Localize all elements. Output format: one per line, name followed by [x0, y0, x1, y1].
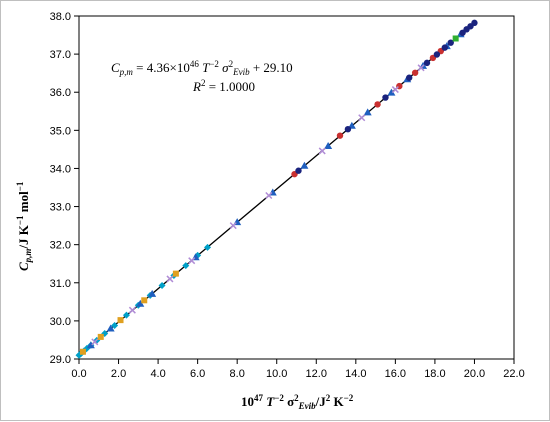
data-point	[411, 69, 419, 76]
data-point	[188, 257, 196, 265]
data-point	[265, 191, 273, 200]
data-point	[148, 289, 157, 297]
y-tick-label: 29.0	[50, 354, 71, 366]
data-point	[433, 51, 441, 58]
data-point	[318, 147, 326, 155]
data-point	[229, 222, 237, 230]
x-tick-label: 20.0	[464, 368, 485, 380]
data-point	[91, 338, 99, 346]
data-point	[387, 88, 396, 96]
data-point	[136, 299, 145, 307]
y-tick-label: 34.0	[50, 163, 71, 175]
data-point	[344, 125, 352, 133]
data-point	[441, 44, 448, 51]
data-point	[166, 275, 174, 283]
data-point	[382, 94, 389, 101]
x-tick-label: 16.0	[385, 368, 406, 380]
data-point	[172, 270, 179, 277]
data-point	[300, 161, 309, 169]
data-point	[417, 64, 425, 72]
data-point	[406, 74, 413, 81]
x-tick-label: 4.0	[150, 368, 165, 380]
data-point	[141, 297, 148, 304]
y-tick-label: 35.0	[50, 125, 71, 137]
y-axis-title: Cp,m/J K−1 mol−1	[15, 181, 33, 271]
x-tick-label: 0.0	[71, 368, 86, 380]
x-tick-label: 10.0	[266, 368, 287, 380]
data-point	[374, 101, 381, 108]
x-tick-label: 22.0	[503, 368, 524, 380]
x-tick-label: 8.0	[230, 368, 245, 380]
data-point	[111, 321, 119, 329]
x-tick-label: 18.0	[424, 368, 445, 380]
y-tick-label: 37.0	[50, 49, 71, 61]
data-point	[86, 341, 95, 349]
x-axis-ticks: 0.0 2.0 4.0 6.0 8.0 10.0 12.0 14.0 16.0 18.0 20.0 2…	[71, 359, 525, 380]
x-axis-title: 1047 T−2 σ2Evib/J2 K−2	[241, 393, 354, 411]
data-point	[447, 39, 454, 46]
data-point	[471, 19, 478, 27]
data-point	[117, 317, 124, 324]
data-point	[122, 311, 130, 319]
r-squared: R2 = 1.0000	[192, 78, 255, 94]
x-tick-label: 14.0	[345, 368, 366, 380]
data-point	[363, 108, 372, 116]
data-point	[324, 141, 333, 149]
y-tick-label: 31.0	[50, 278, 71, 290]
data-point	[358, 114, 366, 122]
y-tick-label: 33.0	[50, 202, 71, 214]
data-point	[182, 262, 190, 270]
plot-area	[78, 15, 515, 360]
data-point	[97, 333, 104, 340]
data-points	[75, 19, 478, 359]
y-tick-label: 38.0	[50, 11, 71, 23]
y-tick-label: 32.0	[50, 240, 71, 252]
y-tick-label: 30.0	[50, 316, 71, 328]
data-point	[158, 281, 166, 289]
x-tick-label: 2.0	[111, 368, 126, 380]
data-point	[336, 132, 344, 139]
data-point	[423, 59, 431, 67]
data-point	[452, 35, 459, 42]
data-point	[79, 348, 86, 355]
x-tick-label: 6.0	[190, 368, 205, 380]
y-tick-label: 36.0	[50, 87, 71, 99]
data-point	[204, 243, 212, 251]
data-point	[128, 306, 136, 314]
fit-equation: Cp,m = 4.36×1046 T−2 σ2Evib + 29.10	[111, 59, 293, 77]
data-point	[391, 86, 399, 94]
data-point	[295, 167, 302, 174]
data-point	[106, 324, 115, 332]
y-axis-ticks: 29.0 30.0 31.0 32.0 33.0 34.0 35.0 36.0 37.0 38.0	[50, 11, 79, 366]
x-tick-label: 12.0	[306, 368, 327, 380]
